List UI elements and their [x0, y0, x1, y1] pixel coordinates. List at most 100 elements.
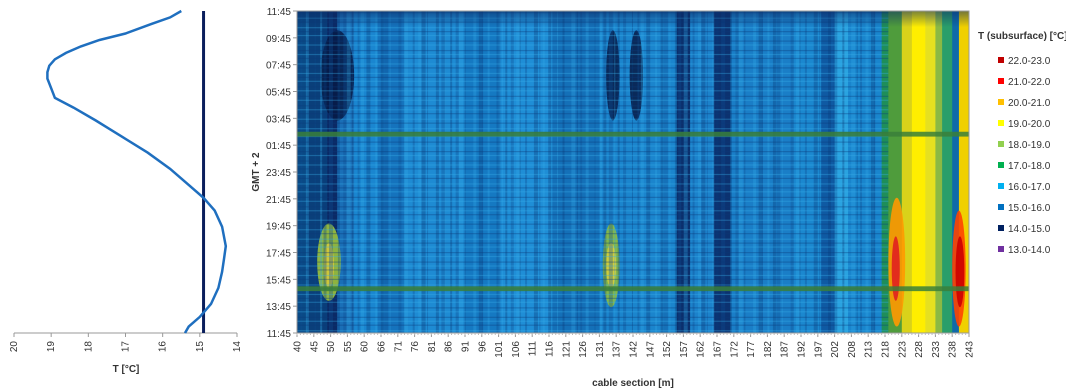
left-x-tick-label: 19 [46, 341, 57, 353]
heatmap-row-streak [297, 72, 889, 75]
heatmap-x-tick-label: 213 [864, 341, 875, 358]
heatmap-streak [730, 11, 733, 333]
heatmap-band [552, 11, 600, 333]
heatmap-y-tick-label: 05:45 [266, 88, 291, 99]
heatmap-row-streak [297, 40, 889, 42]
heatmap-streak [758, 11, 763, 333]
heatmap-row-streak [297, 141, 889, 143]
heatmap-row-streak [297, 122, 889, 124]
heatmap-streak [608, 11, 613, 333]
heatmap-streak [505, 11, 508, 333]
heatmap-row-streak [297, 187, 889, 189]
heatmap-row-streak [297, 269, 889, 271]
heatmap-row-streak [297, 278, 889, 281]
heatmap-streak [678, 11, 682, 333]
heatmap-row-streak [297, 330, 889, 332]
legend-label: 14.0-15.0 [1008, 224, 1051, 235]
heatmap-x-tick-label: 137 [612, 341, 623, 358]
heatmap-band [901, 11, 913, 333]
heatmap-streak [496, 11, 501, 333]
legend-swatch [998, 204, 1004, 210]
heatmap-streak [701, 11, 706, 333]
heatmap-streak [819, 11, 821, 333]
heatmap-y-tick-label: 01:45 [266, 141, 291, 152]
heatmap-row-streak [297, 118, 889, 120]
heatmap-row-streak [297, 219, 889, 221]
heatmap-row-streak [297, 183, 889, 185]
heatmap-streak [427, 11, 429, 333]
heatmap-row-streak [297, 297, 889, 299]
heatmap-row-streak [297, 311, 889, 313]
legend-swatch [998, 183, 1004, 189]
heatmap-streak [389, 11, 391, 333]
heatmap-row-streak [297, 238, 889, 240]
left-x-tick-label: 14 [232, 341, 243, 353]
heatmap-x-tick-label: 223 [897, 341, 908, 358]
legend-label: 17.0-18.0 [1008, 161, 1051, 172]
heatmap-band [404, 11, 466, 333]
heatmap-row-streak [297, 284, 889, 286]
heatmap-streak [851, 11, 856, 333]
heatmap-streak [360, 11, 364, 333]
heatmap-streak [585, 11, 589, 333]
heatmap-streak [525, 11, 528, 333]
heatmap-y-tick-label: 07:45 [266, 61, 291, 72]
heatmap-band [942, 11, 953, 333]
heatmap-streak [320, 11, 323, 333]
heatmap-x-tick-label: 86 [444, 341, 455, 353]
heatmap-streak [790, 11, 794, 333]
heatmap-row-streak [297, 320, 889, 322]
heatmap-row-streak [297, 109, 889, 111]
heatmap-highlight-row [297, 286, 969, 292]
heatmap-streak [663, 11, 668, 333]
heatmap-x-tick-label: 81 [427, 341, 438, 353]
heatmap-band [925, 11, 936, 333]
heatmap-y-tick-label: 11:45 [267, 7, 292, 18]
left-x-tick-labels: 20 19 18 17 16 15 14 [9, 333, 243, 352]
heatmap-band [327, 11, 338, 333]
heatmap-y-tick-label: 15:45 [266, 275, 291, 286]
heatmap-streak [594, 11, 596, 333]
legend-swatch [998, 162, 1004, 168]
left-x-tick-label: 16 [158, 341, 169, 353]
legend: T (subsurface) [°C] 22.0-23.0 21.0-22.0 20… [978, 31, 1066, 256]
heatmap-streak [314, 11, 316, 333]
heatmap-row-streak [297, 95, 889, 97]
heatmap-streak [623, 11, 627, 333]
heatmap-streak [562, 11, 565, 333]
legend-swatch [998, 246, 1004, 252]
heatmap-band [935, 11, 943, 333]
heatmap-streak [772, 11, 776, 333]
heatmap-x-tick-label: 71 [393, 341, 404, 353]
heatmap-x-tick-label: 121 [561, 341, 572, 358]
heatmap-streak [343, 11, 347, 333]
warm-zone [955, 236, 965, 308]
subsurface-temperature-heatmap: 40 45 50 55 60 66 71 76 81 86 91 96 101 106 111 116 121 1… [251, 7, 976, 389]
heatmap-row-streak [297, 255, 889, 258]
heatmap-row-streak [297, 196, 889, 198]
heatmap-row-streak [297, 200, 889, 202]
heatmap-streak [548, 11, 552, 333]
heatmap-row-streak [297, 27, 889, 29]
heatmap-streak [860, 11, 863, 333]
heatmap-x-tick-label: 50 [326, 341, 337, 353]
legend-swatch [998, 120, 1004, 126]
heatmap-band [377, 11, 406, 333]
heatmap-streak [435, 11, 439, 333]
heatmap-band [911, 11, 926, 333]
heatmap-streak [571, 11, 576, 333]
heatmap-streak [804, 11, 807, 333]
heatmap-streak [781, 11, 783, 333]
heatmap-band [498, 11, 553, 333]
left-x-axis-title: T [°C] [113, 364, 140, 375]
heatmap-row-streak [297, 57, 889, 60]
temperature-profile-line [46, 9, 228, 334]
left-x-tick-label: 17 [121, 341, 132, 353]
heatmap-y-tick-label: 09:45 [266, 34, 291, 45]
heatmap-streak [473, 11, 477, 333]
heatmap-streak [674, 11, 677, 333]
heatmap-y-tick-label: 11:45 [267, 329, 292, 340]
heatmap-band [297, 11, 308, 333]
heatmap-row-streak [297, 301, 889, 303]
heatmap-streak [533, 11, 538, 333]
